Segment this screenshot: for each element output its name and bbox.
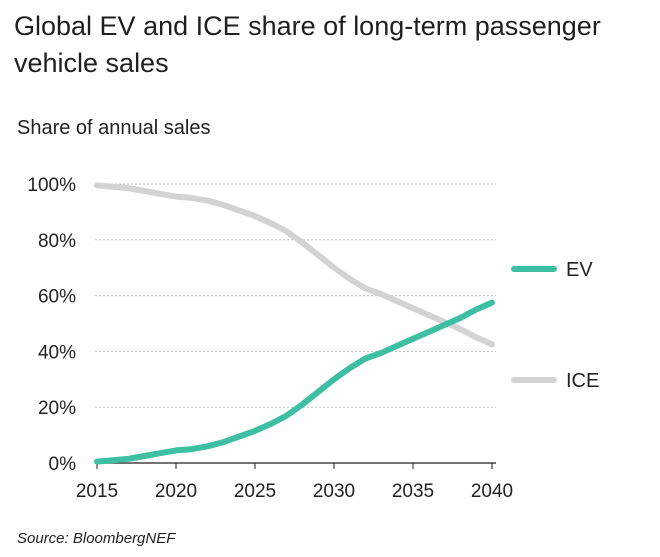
series-lines <box>94 182 495 465</box>
legend-label-ice: ICE <box>566 370 599 392</box>
y-axis-ticks: 0% 20% 40% 60% 80% 100% <box>27 175 76 475</box>
x-tick-label: 2015 <box>76 481 118 502</box>
y-tick-label: 20% <box>38 398 76 419</box>
legend-label-ev: EV <box>566 259 593 281</box>
x-axis-ticks: 2015 2020 2025 2030 2035 2040 <box>76 463 513 502</box>
x-tick-label: 2025 <box>234 481 276 502</box>
y-axis-title: Share of annual sales <box>17 117 211 139</box>
source-note: Source: BloombergNEF <box>17 530 176 547</box>
chart-title: Global EV and ICE share of long-term pas… <box>14 11 601 78</box>
y-tick-label: 0% <box>49 454 77 475</box>
gridlines <box>95 183 496 464</box>
y-tick-label: 60% <box>38 287 76 308</box>
x-tick-label: 2030 <box>313 481 355 502</box>
y-tick-label: 80% <box>38 231 76 252</box>
y-tick-label: 40% <box>38 342 76 363</box>
legend: EV ICE <box>511 259 599 392</box>
series-line-ice <box>94 182 495 348</box>
series-line-ev <box>94 299 495 465</box>
x-tick-label: 2020 <box>155 481 197 502</box>
x-tick-label: 2040 <box>471 481 513 502</box>
x-tick-label: 2035 <box>392 481 434 502</box>
y-tick-label: 100% <box>27 175 76 196</box>
